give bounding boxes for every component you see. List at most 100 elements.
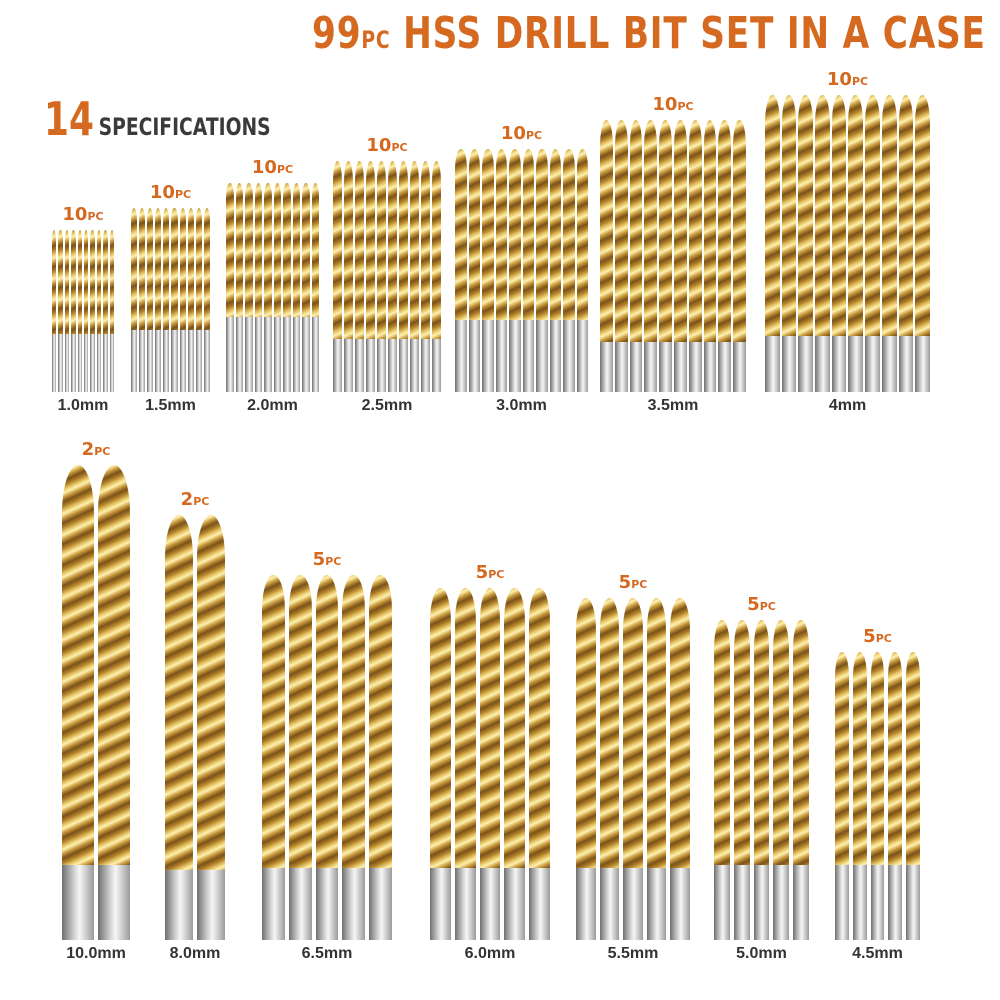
drill-bit [831, 95, 847, 392]
drill-bit-flute [302, 183, 310, 317]
piece-count-label: 10PC [600, 94, 746, 115]
drill-bit-flute [421, 161, 430, 339]
drill-bit-shank [96, 334, 102, 392]
piece-count-suffix: PC [193, 495, 210, 508]
drill-group-6-0mm: 5PC 6.0mm [430, 0, 550, 1000]
drill-bit [888, 652, 903, 940]
size-label: 6.0mm [464, 945, 516, 962]
drill-bit-flute [529, 588, 550, 868]
drill-bit-shank [288, 868, 312, 940]
drill-bit [852, 652, 867, 940]
drill-bit [179, 208, 186, 392]
drill-bit-shank [171, 330, 178, 392]
drill-bit-flute [644, 120, 658, 342]
drill-bit [197, 515, 225, 940]
drill-bit [479, 588, 501, 940]
drill-bit [703, 120, 717, 392]
drill-bit [430, 588, 451, 940]
drill-bit-shank [718, 342, 732, 392]
drill-bit-flute [399, 161, 408, 339]
drill-bit-flute [733, 620, 750, 865]
drill-bit [906, 652, 920, 940]
piece-count-value: 5 [312, 549, 326, 570]
drill-bit [773, 620, 790, 940]
drill-bit [195, 208, 202, 392]
drill-bit-shank [714, 865, 730, 940]
drill-bit [262, 575, 285, 940]
drill-bit-flute [131, 208, 138, 330]
drill-bit-flute [273, 183, 281, 317]
drill-bit-shank [377, 339, 386, 392]
drill-bit-shank [302, 317, 310, 392]
drill-group-4-5mm: 5PC 4.5mm [835, 0, 920, 1000]
drill-bit-shank [563, 320, 575, 392]
drill-bit-flute [848, 95, 864, 336]
drill-bit-flute [670, 598, 690, 868]
piece-count-value: 2 [180, 489, 194, 510]
piece-count-value: 10 [366, 135, 392, 156]
piece-count-label: 2PC [165, 489, 225, 510]
drill-bit-flute [366, 161, 375, 339]
drill-bit-flute [536, 149, 548, 320]
size-label: 1.0mm [57, 397, 109, 414]
drill-bit-shank [262, 868, 285, 940]
drill-bit [421, 161, 430, 392]
drill-bit [399, 161, 408, 392]
drill-bit-shank [815, 336, 830, 392]
drill-bit-shank [703, 342, 717, 392]
drill-bit-shank [311, 317, 319, 392]
drill-bit-shank [529, 868, 550, 940]
drill-bit [733, 620, 750, 940]
drill-bit-shank [195, 330, 202, 392]
drill-bit-flute [195, 208, 202, 330]
drill-bit-flute [482, 149, 494, 320]
drill-bit-flute [64, 230, 70, 334]
drill-bit [714, 620, 730, 940]
drill-group-4mm: 10PC 4mm [765, 0, 930, 1000]
drill-bit-flute [549, 149, 561, 320]
drill-bit-shank [90, 334, 95, 392]
drill-group-10-0mm: 2PC 10.0mm [62, 0, 130, 1000]
drill-bit [659, 120, 672, 392]
drill-bit-shank [495, 320, 507, 392]
drill-bit-flute [781, 95, 797, 336]
drill-bit [163, 208, 170, 392]
drill-bit [254, 183, 262, 392]
drill-bit-shank [455, 320, 467, 392]
drill-bit-shank [254, 317, 262, 392]
piece-count-label: 5PC [576, 572, 690, 593]
drill-bit-flute [197, 515, 225, 870]
drill-bit-flute [815, 95, 830, 336]
drill-bit [881, 95, 897, 392]
drill-bit [798, 95, 814, 392]
drill-bit-flute [915, 95, 930, 336]
drill-bit-flute [311, 183, 319, 317]
piece-count-value: 5 [618, 572, 632, 593]
drill-bit-flute [852, 652, 867, 865]
drill-bit [522, 149, 534, 392]
piece-count-value: 10 [62, 204, 88, 225]
drill-bit [273, 183, 281, 392]
drill-bit-shank [315, 868, 339, 940]
drill-bit-row [714, 620, 809, 940]
drill-bit-row [131, 208, 210, 392]
drill-group-3-5mm: 10PC 3.5mm [600, 0, 746, 1000]
drill-bit [165, 515, 193, 940]
drill-bit [62, 465, 94, 940]
drill-bit [623, 598, 643, 940]
drill-bit-shank [870, 865, 885, 940]
drill-bit [549, 149, 561, 392]
drill-bit-shank [344, 339, 353, 392]
drill-bit-flute [315, 575, 339, 868]
drill-bit-flute [62, 465, 94, 865]
piece-count-suffix: PC [325, 555, 342, 568]
drill-group-1-5mm: 10PC 1.5mm [131, 0, 210, 1000]
drill-bit-shank [421, 339, 430, 392]
drill-bit [753, 620, 770, 940]
drill-bit-shank [906, 865, 920, 940]
drill-bit-shank [600, 342, 613, 392]
drill-bit-row [262, 575, 392, 940]
drill-bit-shank [109, 334, 114, 392]
drill-bit-shank [226, 317, 234, 392]
drill-bit-flute [235, 183, 243, 317]
